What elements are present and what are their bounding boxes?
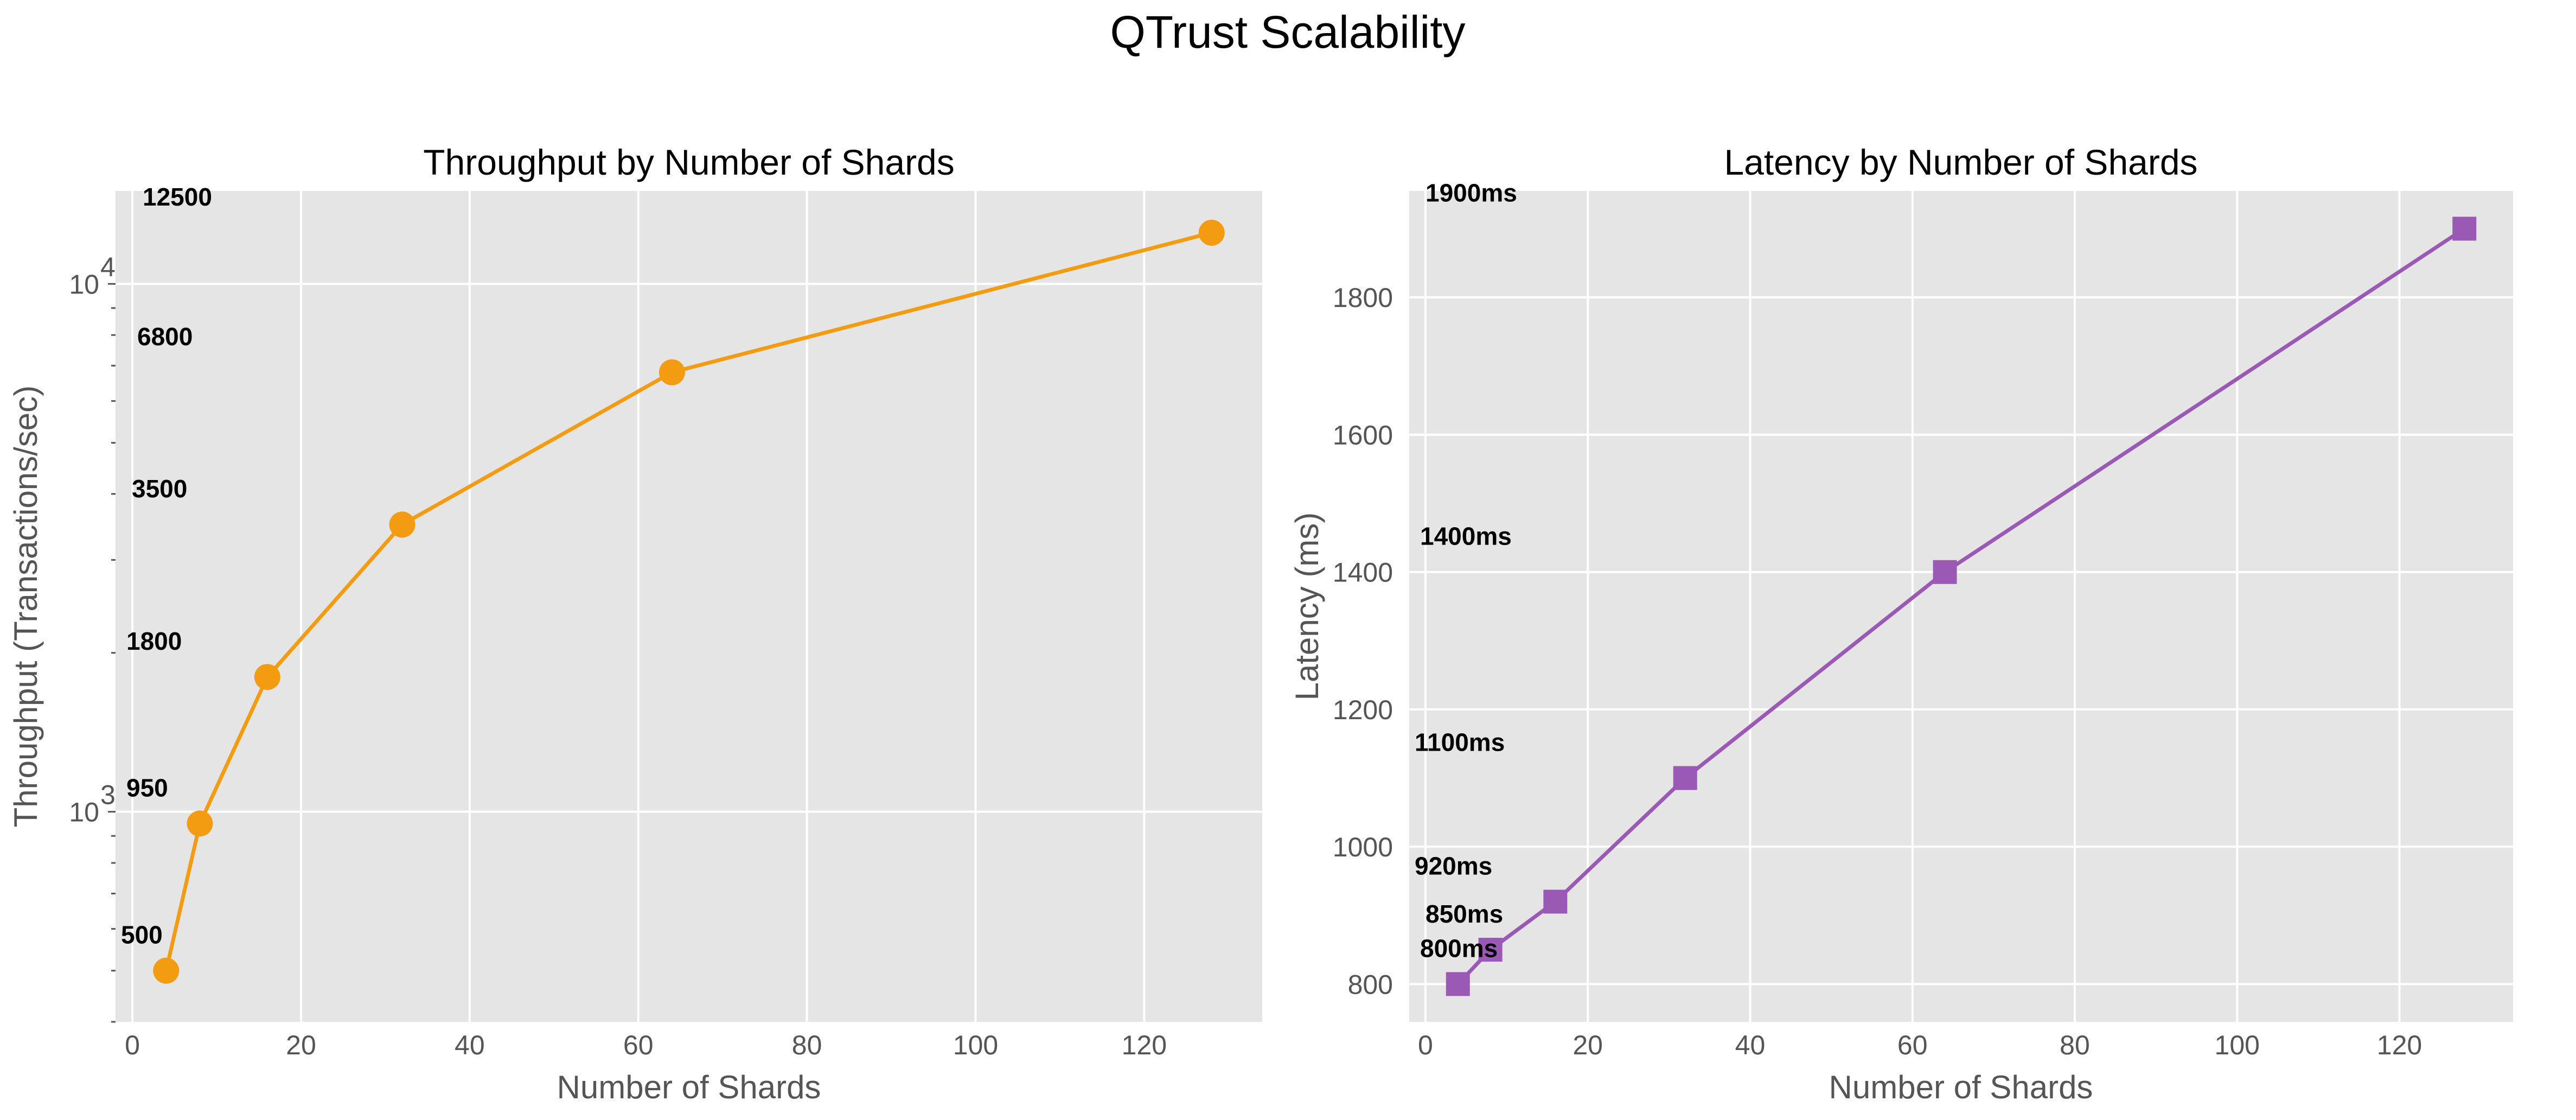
panel-title: Latency by Number of Shards [1724, 142, 2197, 182]
y-tick-label: 10 [69, 269, 99, 299]
y-tick-label: 1400 [1333, 558, 1393, 588]
data-point-marker [1933, 560, 1957, 584]
panel-title: Throughput by Number of Shards [423, 142, 955, 182]
y-tick-labels: 800 1000 1200 1400 1600 1800 [1333, 283, 1393, 1000]
x-tick-label: 80 [2060, 1030, 2090, 1060]
figure-title: QTrust Scalability [1110, 7, 1465, 57]
x-tick-label: 40 [455, 1030, 485, 1060]
x-tick-label: 20 [286, 1030, 316, 1060]
throughput-series [153, 220, 1225, 984]
y-tick-exponent: 4 [100, 252, 116, 282]
data-label: 1900ms [1426, 179, 1517, 207]
data-point-marker [153, 957, 180, 984]
x-axis-label: Number of Shards [557, 1069, 821, 1105]
data-label: 3500 [132, 475, 187, 503]
data-point-marker [2452, 216, 2477, 241]
plot-area [1409, 191, 2513, 1022]
grid-lines [1409, 191, 2513, 1022]
x-tick-label: 100 [953, 1030, 998, 1060]
data-point-marker [659, 359, 685, 386]
x-tick-label: 0 [1418, 1030, 1433, 1060]
data-point-marker [1478, 938, 1503, 962]
data-point-marker [1543, 889, 1568, 914]
data-label: 1800 [126, 627, 182, 655]
data-label: 1100ms [1415, 728, 1505, 757]
plot-area [116, 191, 1262, 1022]
x-tick-label: 120 [2377, 1030, 2422, 1060]
grid-lines [116, 191, 1262, 1022]
x-tick-labels: 0 20 40 60 80 100 120 [1418, 1030, 2422, 1060]
x-tick-labels: 0 20 40 60 80 100 120 [125, 1030, 1167, 1060]
x-tick-label: 60 [623, 1030, 654, 1060]
data-point-marker [254, 664, 280, 690]
data-label: 850ms [1426, 900, 1503, 928]
y-axis-label: Throughput (Transactions/sec) [8, 386, 44, 828]
data-point-marker [187, 810, 213, 837]
data-point-marker [389, 511, 416, 538]
y-tick-label: 1600 [1333, 420, 1393, 450]
data-label: 500 [121, 921, 163, 949]
data-point-marker [1673, 766, 1697, 790]
y-tick-label: 1200 [1333, 695, 1393, 725]
x-tick-label: 80 [792, 1030, 822, 1060]
data-label: 6800 [137, 322, 193, 350]
data-labels: 500 950 1800 3500 6800 12500 [121, 183, 212, 949]
data-point-marker [1446, 972, 1470, 996]
y-tick-label: 10 [69, 797, 99, 828]
x-tick-label: 40 [1735, 1030, 1766, 1060]
y-tick-exponent: 3 [100, 780, 116, 810]
throughput-chart: Throughput by Number of Shards Number of… [8, 142, 1262, 1105]
data-label: 950 [126, 773, 168, 802]
y-tick-label: 1800 [1333, 283, 1393, 313]
data-labels: 800ms 850ms 920ms 1100ms 1400ms 1900ms [1415, 179, 1517, 963]
x-tick-label: 60 [1897, 1030, 1928, 1060]
series-line [164, 231, 1212, 971]
y-tick-label: 1000 [1333, 832, 1393, 862]
x-axis-label: Number of Shards [1829, 1069, 2093, 1105]
data-label: 12500 [143, 183, 212, 211]
data-label: 800ms [1420, 934, 1498, 962]
x-tick-label: 120 [1122, 1030, 1167, 1060]
latency-chart: Latency by Number of Shards Number of Sh… [1289, 142, 2513, 1105]
x-tick-label: 100 [2215, 1030, 2260, 1060]
x-tick-label: 0 [125, 1030, 140, 1060]
data-label: 1400ms [1420, 522, 1512, 551]
y-tick-label: 800 [1348, 969, 1393, 1000]
y-axis-label: Latency (ms) [1289, 513, 1325, 701]
data-label: 920ms [1415, 852, 1492, 880]
latency-series [1446, 216, 2477, 996]
data-point-marker [1198, 220, 1225, 246]
x-tick-label: 20 [1573, 1030, 1603, 1060]
